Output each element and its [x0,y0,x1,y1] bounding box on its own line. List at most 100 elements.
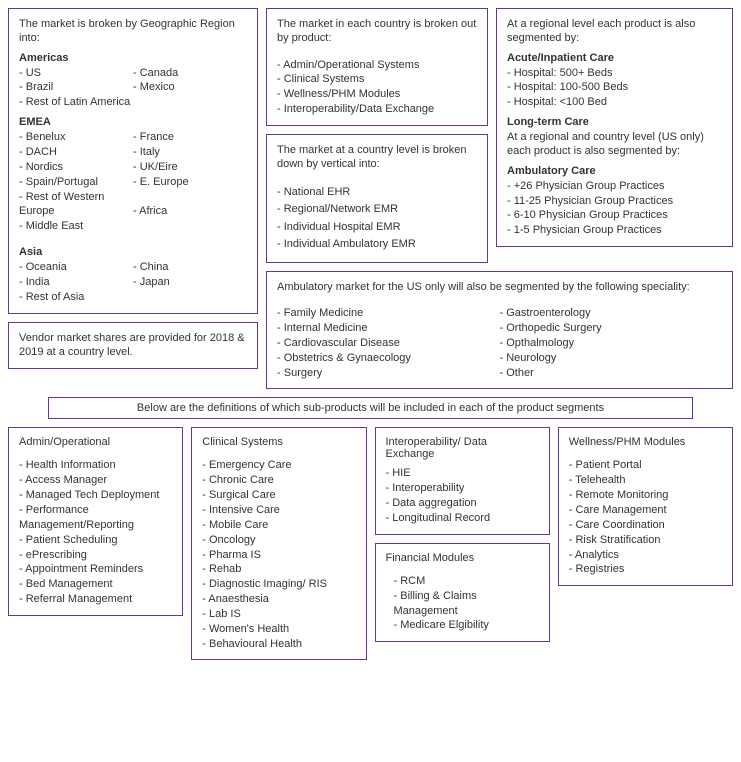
list-item: Oceania [19,260,133,275]
list-item: Lab IS [202,607,355,622]
list-item: E. Europe [133,175,247,190]
list-item: Medicare Elgibility [394,618,539,633]
list-item: Rest of Latin America [19,95,133,110]
list-item: Behavioural Health [202,637,355,652]
speciality-heading: Ambulatory market for the US only will a… [277,280,722,294]
list-item: Emergency Care [202,458,355,473]
list-item: Hospital: 100-500 Beds [507,80,722,95]
clinical-box: Clinical Systems Emergency CareChronic C… [191,427,366,660]
acute-list: Hospital: 500+ BedsHospital: 100-500 Bed… [507,66,722,111]
list-item: Longitudinal Record [386,511,539,526]
list-item: Middle East [19,219,133,234]
geo-heading: The market is broken by Geographic Regio… [19,17,247,46]
list-item: Internal Medicine [277,321,500,336]
list-item: Family Medicine [277,306,500,321]
list-item: Gastroenterology [500,306,723,321]
speciality-right: GastroenterologyOrthopedic SurgeryOpthal… [500,306,723,380]
list-item: Patient Portal [569,458,722,473]
list-item: Patient Scheduling [19,533,172,548]
list-item: Wellness/PHM Modules [277,87,477,102]
admin-list: Health InformationAccess ManagerManaged … [19,458,172,606]
list-item: ePrescribing [19,548,172,563]
list-item: Orthopedic Surgery [500,321,723,336]
list-item: Opthalmology [500,336,723,351]
asia-list: OceaniaIndiaRest of Asia ChinaJapan [19,260,247,305]
admin-box: Admin/Operational Health InformationAcce… [8,427,183,615]
list-item: Women's Health [202,622,355,637]
vendor-note: Vendor market shares are provided for 20… [19,331,247,361]
list-item: Surgical Care [202,488,355,503]
list-item: Italy [133,145,247,160]
list-item: Registries [569,562,722,577]
list-item: Surgery [277,366,500,381]
geo-box: The market is broken by Geographic Regio… [8,8,258,314]
emea-list: BeneluxDACHNordicsSpain/PortugalRest of … [19,130,247,234]
list-item: Chronic Care [202,473,355,488]
list-item: Telehealth [569,473,722,488]
list-item: Remote Monitoring [569,488,722,503]
list-item: Data aggregation [386,496,539,511]
list-item: Benelux [19,130,133,145]
country-product-box: The market in each country is broken out… [266,8,488,126]
list-item: 11-25 Physician Group Practices [507,194,722,209]
list-item: Oncology [202,533,355,548]
list-item: Japan [133,275,247,290]
list-item: Canada [133,66,247,81]
regional-box: At a regional level each product is also… [496,8,733,247]
wellness-list: Patient PortalTelehealthRemote Monitorin… [569,458,722,577]
country-vertical-heading: The market at a country level is broken … [277,143,477,172]
list-item: Access Manager [19,473,172,488]
list-item: China [133,260,247,275]
list-item: DACH [19,145,133,160]
country-vertical-box: The market at a country level is broken … [266,134,488,263]
list-item: Rest of Western Europe [19,190,133,220]
speciality-left: Family MedicineInternal MedicineCardiova… [277,306,500,380]
speciality-box: Ambulatory market for the US only will a… [266,271,733,390]
list-item: Other [500,366,723,381]
admin-title: Admin/Operational [19,436,172,448]
list-item: Africa [133,204,247,219]
vendor-note-box: Vendor market shares are provided for 20… [8,322,258,370]
list-item: RCM [394,574,539,589]
list-item: Health Information [19,458,172,473]
list-item: Brazil [19,80,133,95]
list-item: Managed Tech Deployment [19,488,172,503]
list-item: Appointment Reminders [19,562,172,577]
interop-list: HIEInteroperabilityData aggregationLongi… [386,466,539,525]
amb-title: Ambulatory Care [507,165,722,177]
list-item: Admin/Operational Systems [277,58,477,73]
interop-title: Interoperability/ Data Exchange [386,436,539,460]
ltc-title: Long-term Care [507,116,722,128]
list-item: Individual Ambulatory EMR [277,236,477,254]
list-item: Anaesthesia [202,592,355,607]
list-item: Referral Management [19,592,172,607]
americas-list: USBrazilRest of Latin America CanadaMexi… [19,66,247,111]
list-item: Pharma IS [202,548,355,563]
list-item: Care Coordination [569,518,722,533]
list-item: Risk Stratification [569,533,722,548]
list-item: Individual Hospital EMR [277,219,477,237]
list-item: Hospital: 500+ Beds [507,66,722,81]
list-item: Interoperability/Data Exchange [277,102,477,117]
amb-list: +26 Physician Group Practices11-25 Physi… [507,179,722,238]
list-item: Care Management [569,503,722,518]
list-item: 6-10 Physician Group Practices [507,208,722,223]
list-item: Rehab [202,562,355,577]
clinical-title: Clinical Systems [202,436,355,448]
financial-title: Financial Modules [386,552,539,564]
list-item: Billing & Claims Management [394,589,539,619]
emea-title: EMEA [19,116,247,128]
asia-title: Asia [19,246,247,258]
financial-box: Financial Modules RCMBilling & Claims Ma… [375,543,550,642]
clinical-list: Emergency CareChronic CareSurgical CareI… [202,458,355,651]
country-vertical-list: National EHRRegional/Network EMRIndividu… [277,184,477,254]
list-item: Analytics [569,548,722,563]
country-product-heading: The market in each country is broken out… [277,17,477,46]
list-item: 1-5 Physician Group Practices [507,223,722,238]
list-item: Performance Management/Reporting [19,503,172,533]
banner-text: Below are the definitions of which sub-p… [137,402,604,414]
list-item: HIE [386,466,539,481]
list-item: Interoperability [386,481,539,496]
list-item: Spain/Portugal [19,175,133,190]
financial-list: RCMBilling & Claims ManagementMedicare E… [386,574,539,633]
